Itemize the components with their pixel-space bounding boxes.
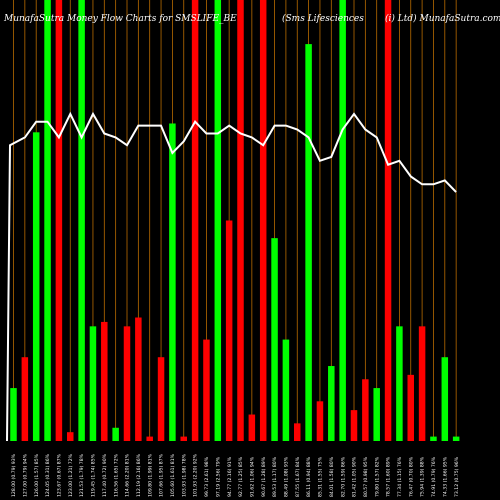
x-tick-label: 82.70 (1.59) 86% xyxy=(340,456,346,497)
x-tick-label: 119.45 (1.74) 85% xyxy=(91,453,97,497)
bars-group xyxy=(10,0,460,442)
flow-bar xyxy=(441,357,449,441)
x-tick-label: 80.57 (0.98) 95% xyxy=(363,456,369,497)
x-tick-label: 94.77 (2.16) 91% xyxy=(227,456,233,497)
x-tick-label: 90.67 (1.28) 89% xyxy=(261,456,267,497)
x-tick-label: 87.55 (1.67) 84% xyxy=(295,456,301,497)
x-tick-label: 121.53 (1.79) 78% xyxy=(79,453,85,497)
flow-bar xyxy=(282,339,290,441)
flow-bar xyxy=(316,401,324,441)
x-tick-label: 107.66 (1.95) 87% xyxy=(159,453,165,497)
flow-bar xyxy=(407,374,414,441)
flow-bar xyxy=(225,220,233,441)
x-tick-label: 101.93 (2.20) 92% xyxy=(193,453,199,497)
flow-bar xyxy=(112,427,119,441)
flow-bar xyxy=(10,388,17,441)
flow-bar xyxy=(123,326,131,441)
flow-bar xyxy=(55,0,63,441)
flow-bar xyxy=(305,44,312,441)
flow-bar xyxy=(180,436,187,441)
flow-bar xyxy=(237,0,244,441)
x-tick-label: 112.19 (2.16) 86% xyxy=(136,453,142,497)
flow-bar xyxy=(362,379,369,441)
flow-bar xyxy=(101,321,108,441)
x-tick-label: 123.00 (1.21) 72% xyxy=(68,453,74,497)
flow-bar xyxy=(191,0,199,441)
x-tick-label: 114.66 (2.20) 81% xyxy=(125,453,131,497)
flow-bar xyxy=(248,414,256,441)
flow-bar xyxy=(259,0,267,441)
flow-bar xyxy=(44,0,51,441)
chart-title-right: (i) Ltd) MunafaSutra.com xyxy=(385,13,500,24)
x-tick-label: 91.62 (1.06) 94% xyxy=(249,456,255,497)
flow-bar xyxy=(32,132,40,442)
x-tick-label: 78.57 (1.60) 89% xyxy=(386,456,392,497)
flow-bar xyxy=(157,357,165,441)
chart-title-center: (Sms Lifesciences xyxy=(282,13,364,24)
x-tick-label: 116.56 (1.65) 72% xyxy=(113,453,119,497)
x-tick-label: 99.73 (2.61) 98% xyxy=(204,456,210,497)
flow-bar xyxy=(350,410,358,441)
x-tick-label: 126.00 (1.57) 85% xyxy=(34,453,40,497)
x-tick-label: 97.19 (2.56) 79% xyxy=(215,456,221,497)
x-tick-label: 89.53 (1.17) 80% xyxy=(272,456,278,497)
flow-bar xyxy=(67,432,74,441)
x-tick-label: 74.91 (0.79) 76% xyxy=(431,456,437,497)
flow-bar xyxy=(430,436,437,441)
x-tick-label: 76.47 (0.70) 80% xyxy=(408,456,414,497)
x-tick-label: 77.34 (1.15) 76% xyxy=(397,456,403,497)
x-tick-label: 103.93 (1.98) 78% xyxy=(181,453,187,497)
flow-bar xyxy=(78,0,85,441)
x-tick-labels: 128.00 (0.79) 93% 127.00 (0.79) 94% 126.00… xyxy=(11,453,460,497)
x-tick-label: 92.77 (1.25) 85% xyxy=(238,456,244,497)
x-tick-label: 123.67 (0.67) 87% xyxy=(57,453,63,497)
x-tick-label: 84.01 (1.58) 80% xyxy=(329,456,335,497)
flow-bar xyxy=(169,123,176,441)
flow-bar xyxy=(328,366,335,441)
flow-bar xyxy=(21,357,29,441)
x-tick-label: 109.80 (1.99) 81% xyxy=(147,453,153,497)
flow-bar xyxy=(384,0,392,441)
flow-bar xyxy=(135,317,142,441)
flow-bar xyxy=(396,326,403,441)
x-tick-label: 79.80 (1.57) 82% xyxy=(374,456,380,497)
flow-bar xyxy=(203,339,210,441)
x-tick-label: 88.49 (1.08) 93% xyxy=(284,456,290,497)
flow-bar xyxy=(214,0,222,441)
x-tick-label: 105.60 (1.61) 81% xyxy=(170,453,176,497)
x-tick-label: 124.05 (0.31) 86% xyxy=(45,453,51,497)
flow-bar xyxy=(89,326,97,441)
x-tick-label: 74.33 (1.66) 95% xyxy=(442,456,448,497)
flow-bar xyxy=(418,326,426,441)
flow-bar xyxy=(339,0,346,441)
x-tick-label: 128.00 (0.79) 93% xyxy=(11,453,17,497)
x-tick-label: 73.12 (0.75) 96% xyxy=(454,456,460,497)
x-tick-label: 86.11 (0.94) 88% xyxy=(306,456,312,497)
x-tick-label: 85.31 (1.55) 75% xyxy=(318,456,324,497)
flow-bar xyxy=(294,423,301,441)
x-tick-label: 117.40 (0.72) 90% xyxy=(102,453,108,497)
x-tick-label: 81.42 (1.05) 90% xyxy=(352,456,358,497)
flow-bar xyxy=(271,238,278,441)
flow-bar xyxy=(452,436,460,441)
x-tick-label: 127.00 (0.79) 94% xyxy=(22,453,28,497)
chart-title-left: MunafaSutra Money Flow Charts for SMSLIF… xyxy=(3,14,237,24)
x-tick-label: 75.94 (1.39) 88% xyxy=(420,456,426,497)
money-flow-line xyxy=(6,111,457,442)
flow-bar xyxy=(373,388,380,441)
flow-bar xyxy=(146,436,153,441)
